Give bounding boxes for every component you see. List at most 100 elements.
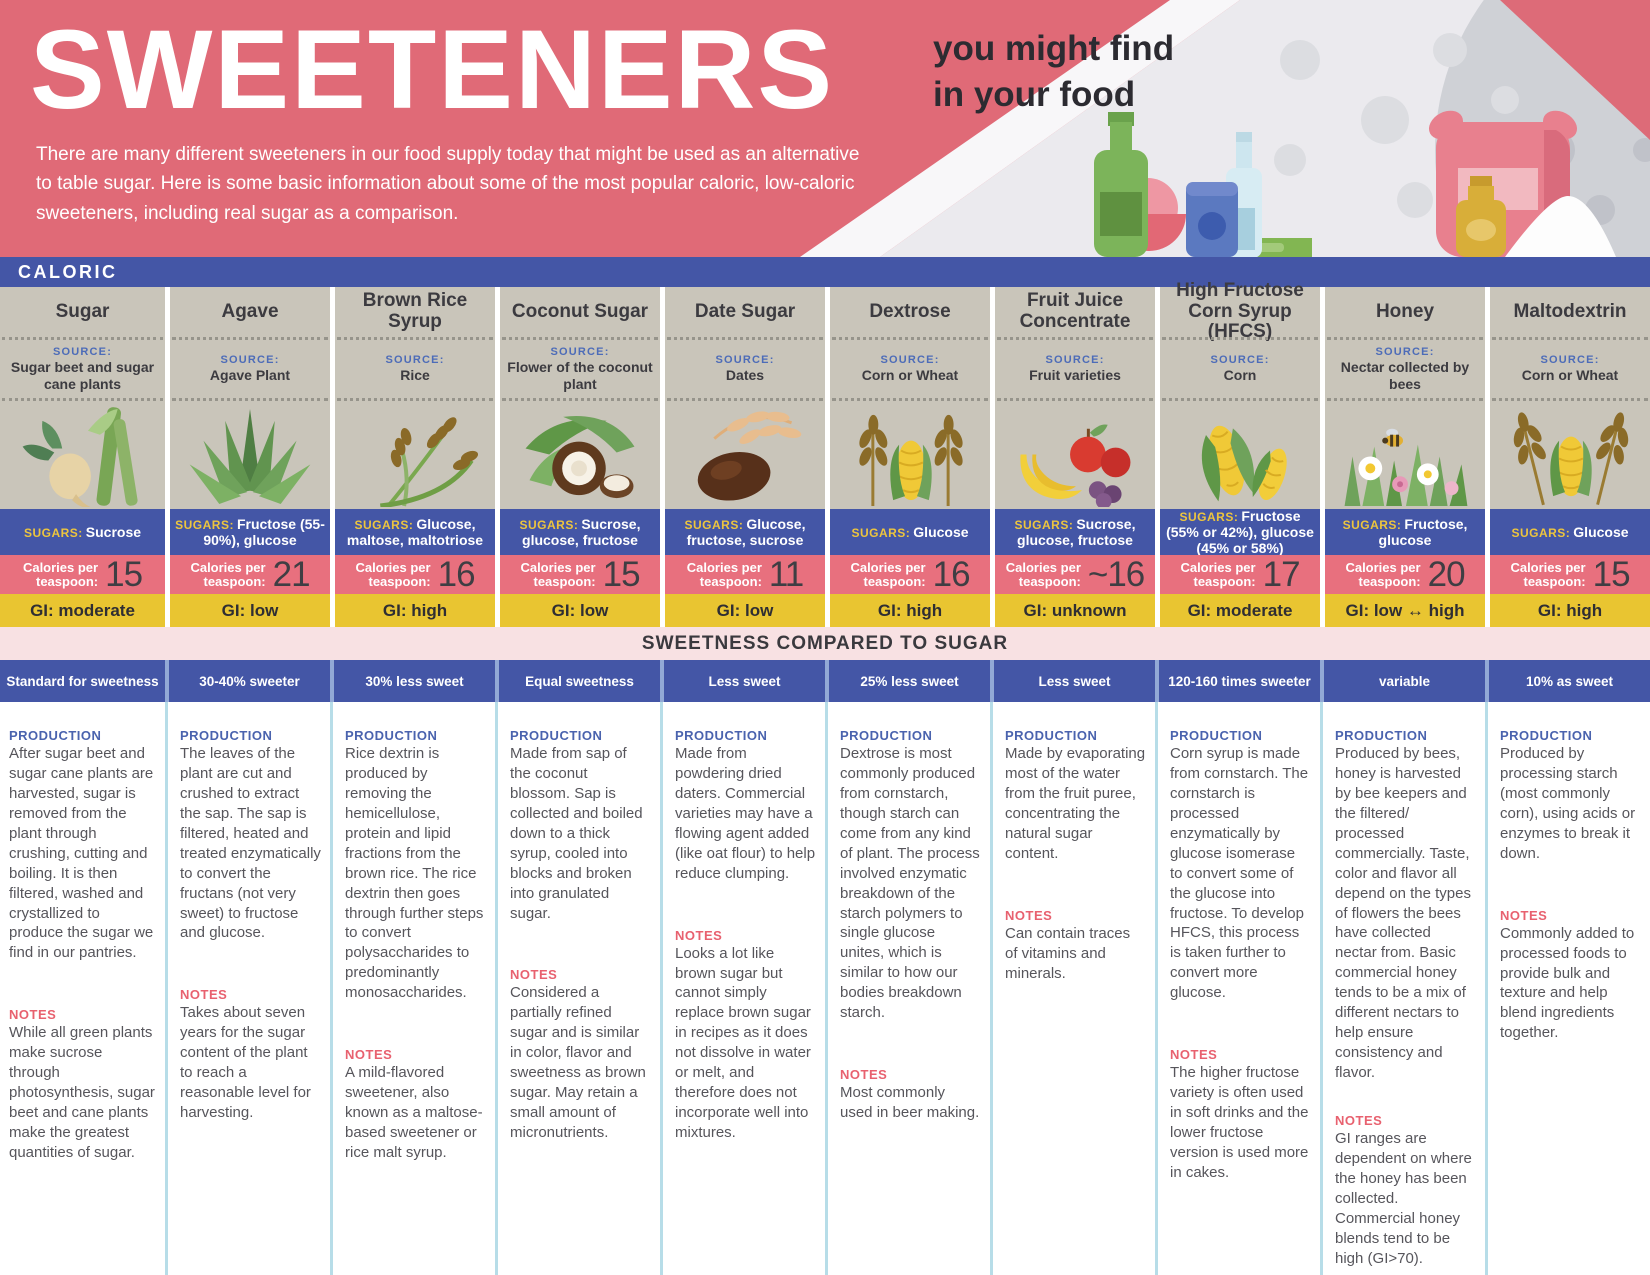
dotted-separator (172, 337, 328, 340)
corn-and-wheat-icon (1490, 401, 1650, 509)
dotted-separator (667, 398, 823, 401)
source-label: SOURCE: (1540, 354, 1600, 367)
calories-cell: Calories per teaspoon: 21 (165, 555, 330, 594)
production-label: PRODUCTION (345, 728, 438, 743)
calories-value: 16 (437, 554, 476, 594)
hero-header: SWEETENERS you might find in your food T… (0, 0, 1650, 257)
column-title: Maltodextrin (1513, 300, 1627, 322)
production-notes-cell: PRODUCTION Produced by bees, honey is ha… (1320, 702, 1485, 1275)
calories-cell: Calories per teaspoon: ~16 (990, 555, 1155, 594)
gi-cell: GI: high (825, 594, 990, 627)
column-brown-rice-syrup: Brown Rice Syrup SOURCE: Rice (330, 287, 495, 509)
sugar-beet-and-cane-icon (0, 401, 165, 509)
column-title: Dextrose (869, 300, 951, 322)
sugars-label: SUGARS: (1014, 517, 1074, 532)
production-notes-cell: PRODUCTION Rice dextrin is produced by r… (330, 702, 495, 1275)
sugars-cell: SUGARS: Fructose (55-90%), glucose (165, 509, 330, 555)
sugars-cell: SUGARS: Glucose, fructose, sucrose (660, 509, 825, 555)
column-coconut-sugar: Coconut Sugar SOURCE: Flower of the cocon… (495, 287, 660, 509)
column-title: High Fructose Corn Syrup (HFCS) (1176, 279, 1304, 343)
sugars-cell: SUGARS: Glucose (1485, 509, 1650, 555)
dotted-separator (1492, 398, 1648, 401)
date-fruit-icon (665, 401, 825, 509)
production-label: PRODUCTION (675, 728, 768, 743)
calories-cell: Calories per teaspoon: 11 (660, 555, 825, 594)
source-value: Corn (1223, 367, 1257, 384)
sugars-label: SUGARS: (519, 517, 579, 532)
dotted-separator (1327, 337, 1483, 340)
production-notes-cell: PRODUCTION Produced by processing starch… (1485, 702, 1650, 1275)
gi-cell: GI: unknown (990, 594, 1155, 627)
sweetness-cell: Standard for sweetness (0, 660, 165, 702)
dotted-separator (2, 398, 163, 401)
source-value: Flower of the coconut plant (507, 359, 653, 392)
source-label: SOURCE: (550, 346, 610, 359)
sugars-label: SUGARS: (1511, 525, 1571, 540)
sweetness-cell: 30-40% sweeter (165, 660, 330, 702)
sweetness-cell: 120-160 times sweeter (1155, 660, 1320, 702)
column-sugar: Sugar SOURCE: Sugar beet and sugar cane p… (0, 287, 165, 509)
source-value: Corn or Wheat (861, 367, 959, 384)
calories-value: 11 (768, 554, 804, 594)
column-title: Agave (221, 300, 279, 322)
blue-cup-illustration (1186, 182, 1238, 257)
notes-text: The higher fructose variety is often use… (1170, 1064, 1309, 1181)
production-text: Dextrose is most commonly produced from … (840, 745, 980, 1022)
notes-label: NOTES (840, 1067, 888, 1083)
column-title: Coconut Sugar (511, 300, 649, 322)
sugars-cell: SUGARS: Glucose, maltose, maltotriose (330, 509, 495, 555)
calories-cell: Calories per teaspoon: 16 (825, 555, 990, 594)
sugars-label: SUGARS: (1342, 517, 1402, 532)
sugars-value: Glucose, maltose, maltotriose (346, 515, 484, 549)
notes-label: NOTES (9, 1007, 57, 1023)
sweetness-section-bar: SWEETNESS COMPARED TO SUGAR (0, 627, 1650, 660)
column-title: Date Sugar (694, 300, 796, 322)
production-text: The leaves of the plant are cut and crus… (180, 745, 321, 942)
calories-value: 20 (1427, 554, 1466, 594)
green-bottle-illustration (1094, 112, 1148, 257)
intro-paragraph: There are many different sweeteners in o… (36, 144, 860, 224)
sweetness-cell: 10% as sweet (1485, 660, 1650, 702)
gi-cell: GI: moderate (0, 594, 165, 627)
column-title: Brown Rice Syrup (362, 290, 468, 332)
production-label: PRODUCTION (1005, 728, 1098, 743)
production-label: PRODUCTION (840, 728, 933, 743)
sugars-label: SUGARS: (851, 525, 911, 540)
calories-cell: Calories per teaspoon: 17 (1155, 555, 1320, 594)
calories-value: 21 (272, 554, 311, 594)
column-maltodextrin: Maltodextrin SOURCE: Corn or Wheat (1485, 287, 1650, 509)
sugars-value: Fructose (55% or 42%), glucose (45% or 5… (1166, 507, 1314, 557)
sugars-row: SUGARS: Sucrose SUGARS: Fructose (55-90%),… (0, 507, 1650, 557)
sweetness-cell: variable (1320, 660, 1485, 702)
notes-label: NOTES (345, 1047, 393, 1063)
sugars-cell: SUGARS: Sucrose, glucose, fructose (495, 509, 660, 555)
gi-cell: GI: low ↔ high (1320, 594, 1485, 627)
gi-cell: GI: low (495, 594, 660, 627)
flowers-and-bees-icon (1325, 401, 1485, 509)
caloric-section-label: CALORIC (18, 261, 118, 282)
page-subtitle: you might find in your food (933, 29, 1175, 114)
notes-label: NOTES (1170, 1047, 1218, 1063)
column-title: Sugar (55, 300, 110, 322)
production-label: PRODUCTION (1335, 728, 1428, 743)
source-label: SOURCE: (880, 354, 940, 367)
source-label: SOURCE: (1210, 354, 1270, 367)
coconut-icon (500, 401, 660, 509)
calories-cell: Calories per teaspoon: 20 (1320, 555, 1485, 594)
production-text: Rice dextrin is produced by removing the… (345, 745, 484, 1002)
production-notes-cell: PRODUCTION Made by evaporating most of t… (990, 702, 1155, 1275)
production-text: Corn syrup is made from cornstarch. The … (1170, 745, 1309, 1002)
sugars-value: Fructose (55-90%), glucose (203, 515, 325, 549)
production-text: Produced by bees, honey is harvested by … (1335, 745, 1471, 1081)
sugars-label: SUGARS: (175, 517, 234, 532)
sugars-value: Glucose, fructose, sucrose (686, 515, 806, 549)
corn-cobs-icon (1160, 401, 1320, 509)
source-value: Corn or Wheat (1521, 367, 1619, 384)
gi-cell: GI: high (1485, 594, 1650, 627)
notes-label: NOTES (1005, 907, 1053, 923)
source-label: SOURCE: (52, 346, 113, 359)
notes-text: Looks a lot like brown sugar but cannot … (675, 944, 811, 1141)
calories-cell: Calories per teaspoon: 16 (330, 555, 495, 594)
production-notes-cell: PRODUCTION After sugar beet and sugar ca… (0, 702, 165, 1275)
notes-text: While all green plants make sucrose thro… (9, 1024, 155, 1161)
